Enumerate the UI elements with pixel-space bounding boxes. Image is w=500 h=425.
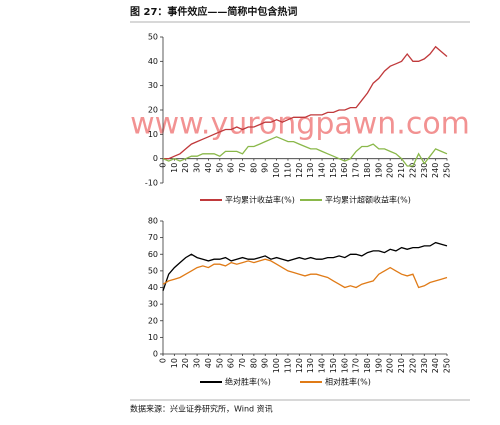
x-tick-label: 240 bbox=[431, 163, 440, 178]
y-tick-label: 80 bbox=[148, 217, 158, 226]
x-tick-label: 150 bbox=[329, 358, 338, 373]
x-tick-label: 40 bbox=[204, 358, 213, 368]
y-tick-label: 30 bbox=[148, 81, 158, 90]
series-line bbox=[162, 136, 448, 167]
x-tick-label: 50 bbox=[215, 358, 224, 368]
watermark: www.yurongpawn.com bbox=[130, 107, 470, 142]
series-line bbox=[162, 258, 448, 289]
x-tick-label: 190 bbox=[374, 358, 383, 373]
y-tick-label: 50 bbox=[148, 266, 158, 275]
source-note: 数据来源：兴业证券研究所，Wind 资讯 bbox=[130, 404, 273, 414]
x-tick-label: 80 bbox=[249, 163, 258, 173]
y-tick-label: 40 bbox=[148, 57, 158, 66]
series-line bbox=[162, 241, 448, 292]
x-tick-label: 230 bbox=[420, 358, 429, 373]
x-tick-label: 120 bbox=[295, 358, 304, 373]
y-tick-label: 0 bbox=[153, 154, 158, 163]
x-tick-label: 0 bbox=[159, 163, 168, 168]
legend-label: 平均累计超额收益率(%) bbox=[325, 195, 411, 205]
y-tick-label: 20 bbox=[148, 106, 158, 115]
series-line bbox=[163, 45, 448, 160]
y-tick-label: 10 bbox=[148, 333, 158, 342]
x-tick-label: 170 bbox=[352, 163, 361, 178]
x-tick-label: 130 bbox=[306, 358, 315, 373]
x-tick-label: 180 bbox=[363, 358, 372, 373]
y-tick-label: 0 bbox=[153, 350, 158, 359]
x-tick-label: 60 bbox=[227, 358, 236, 368]
x-tick-label: 210 bbox=[397, 163, 406, 178]
x-tick-label: 220 bbox=[408, 358, 417, 373]
x-tick-label: 100 bbox=[272, 163, 281, 178]
x-tick-label: 250 bbox=[443, 358, 452, 373]
x-tick-label: 100 bbox=[272, 358, 281, 373]
x-tick-label: 80 bbox=[249, 358, 258, 368]
x-tick-label: 130 bbox=[306, 163, 315, 178]
x-tick-label: 90 bbox=[261, 163, 270, 173]
y-tick-label: 10 bbox=[148, 130, 158, 139]
x-tick-label: 170 bbox=[352, 358, 361, 373]
y-tick-label: 40 bbox=[148, 283, 158, 292]
x-tick-label: 120 bbox=[295, 163, 304, 178]
y-tick-label: -10 bbox=[145, 179, 158, 188]
x-tick-label: 200 bbox=[386, 163, 395, 178]
x-tick-label: 0 bbox=[159, 358, 168, 363]
x-tick-label: 240 bbox=[431, 358, 440, 373]
y-tick-label: 70 bbox=[148, 233, 158, 242]
y-tick-label: 60 bbox=[148, 250, 158, 259]
x-tick-label: 110 bbox=[283, 358, 292, 373]
x-tick-label: 10 bbox=[170, 358, 179, 368]
figure-title: 图 27：事件效应——简称中包含热词 bbox=[130, 5, 297, 18]
x-tick-label: 200 bbox=[386, 358, 395, 373]
x-tick-label: 180 bbox=[363, 163, 372, 178]
x-tick-label: 30 bbox=[193, 163, 202, 173]
x-tick-label: 160 bbox=[340, 358, 349, 373]
x-tick-label: 40 bbox=[204, 163, 213, 173]
y-tick-label: 20 bbox=[148, 316, 158, 325]
x-tick-label: 70 bbox=[238, 358, 247, 368]
x-tick-label: 110 bbox=[283, 163, 292, 178]
x-tick-label: 230 bbox=[420, 163, 429, 178]
x-tick-label: 20 bbox=[181, 358, 190, 368]
x-tick-label: 140 bbox=[318, 358, 327, 373]
x-tick-label: 20 bbox=[181, 163, 190, 173]
x-tick-label: 60 bbox=[227, 163, 236, 173]
x-tick-label: 250 bbox=[443, 163, 452, 178]
x-tick-label: 70 bbox=[238, 163, 247, 173]
x-tick-label: 10 bbox=[170, 163, 179, 173]
x-tick-label: 90 bbox=[261, 358, 270, 368]
x-tick-label: 190 bbox=[374, 163, 383, 178]
legend-label: 绝对胜率(%) bbox=[225, 377, 271, 387]
legend-label: 平均累计收益率(%) bbox=[225, 195, 295, 205]
y-tick-label: 50 bbox=[148, 33, 158, 42]
x-tick-label: 210 bbox=[397, 358, 406, 373]
x-tick-label: 220 bbox=[408, 163, 417, 178]
x-tick-label: 30 bbox=[193, 358, 202, 368]
x-tick-label: 50 bbox=[215, 163, 224, 173]
x-tick-label: 150 bbox=[329, 163, 338, 178]
legend-label: 相对胜率(%) bbox=[325, 377, 371, 387]
y-tick-label: 30 bbox=[148, 300, 158, 309]
x-tick-label: 140 bbox=[318, 163, 327, 178]
x-tick-label: 160 bbox=[340, 163, 349, 178]
